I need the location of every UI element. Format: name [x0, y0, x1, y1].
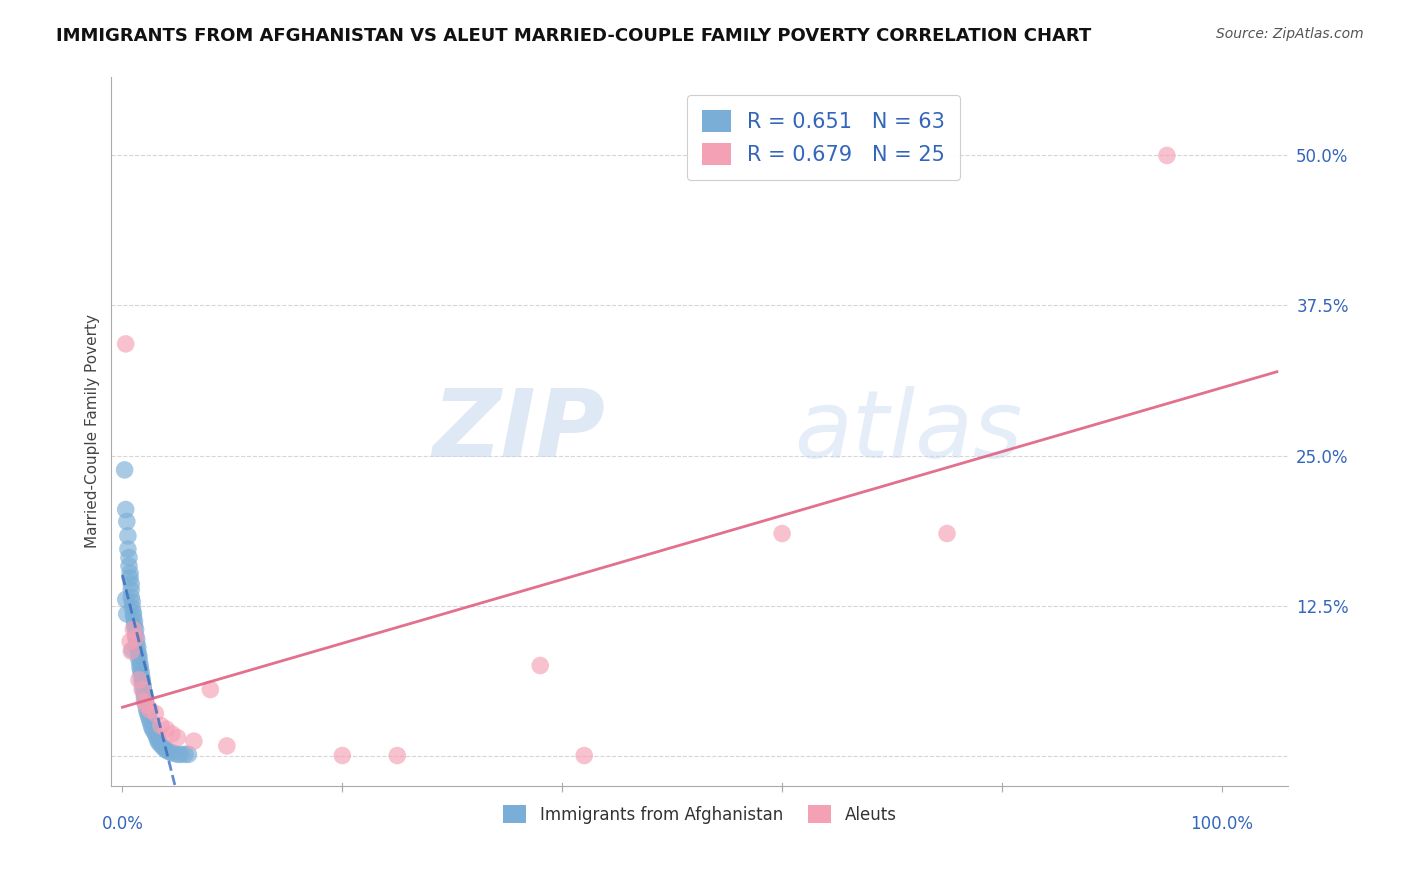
Point	[145, 729, 167, 743]
Point	[114, 463, 136, 477]
Point	[149, 718, 172, 732]
Point	[115, 515, 138, 529]
Point	[148, 735, 170, 749]
Point	[120, 571, 142, 585]
Point	[129, 665, 152, 679]
Point	[134, 694, 156, 708]
Point	[115, 607, 138, 621]
Point	[529, 658, 551, 673]
Point	[128, 652, 150, 666]
Point	[170, 747, 193, 762]
Point	[139, 714, 162, 728]
Point	[200, 682, 222, 697]
Point	[124, 619, 146, 633]
Point	[183, 734, 205, 748]
Point	[135, 698, 157, 713]
Point	[155, 722, 177, 736]
Legend: Immigrants from Afghanistan, Aleuts: Immigrants from Afghanistan, Aleuts	[496, 798, 903, 830]
Point	[215, 739, 238, 753]
Point	[114, 592, 136, 607]
Point	[177, 747, 200, 762]
Point	[572, 748, 595, 763]
Point	[139, 703, 162, 717]
Point	[129, 668, 152, 682]
Text: 0.0%: 0.0%	[101, 815, 143, 833]
Point	[149, 738, 172, 752]
Point	[135, 703, 157, 717]
Point	[122, 606, 145, 620]
Point	[124, 614, 146, 628]
Point	[120, 634, 142, 648]
Point	[936, 526, 959, 541]
Point	[117, 529, 139, 543]
Point	[145, 727, 167, 741]
Point	[129, 661, 152, 675]
Point	[135, 699, 157, 714]
Point	[131, 682, 153, 697]
Point	[120, 577, 142, 591]
Point	[330, 748, 353, 763]
Text: ZIP: ZIP	[433, 385, 606, 477]
Point	[128, 673, 150, 687]
Point	[132, 679, 155, 693]
Point	[387, 748, 409, 763]
Point	[156, 744, 179, 758]
Point	[114, 502, 136, 516]
Point	[118, 558, 141, 573]
Point	[139, 717, 162, 731]
Point	[146, 733, 169, 747]
Point	[121, 643, 143, 657]
Point	[120, 582, 142, 597]
Text: Source: ZipAtlas.com: Source: ZipAtlas.com	[1216, 27, 1364, 41]
Point	[134, 686, 156, 700]
Point	[120, 566, 142, 581]
Point	[127, 640, 149, 655]
Point	[162, 746, 184, 760]
Point	[155, 742, 177, 756]
Y-axis label: Married-Couple Family Poverty: Married-Couple Family Poverty	[86, 315, 100, 549]
Point	[166, 731, 188, 745]
Point	[132, 682, 155, 697]
Point	[124, 631, 146, 645]
Point	[124, 628, 146, 642]
Point	[142, 723, 165, 738]
Point	[125, 632, 148, 647]
Point	[114, 337, 136, 351]
Point	[125, 637, 148, 651]
Point	[128, 648, 150, 663]
Point	[159, 745, 181, 759]
Point	[166, 747, 188, 762]
Point	[134, 693, 156, 707]
Point	[174, 747, 197, 762]
Point	[770, 526, 793, 541]
Point	[129, 657, 152, 672]
Point	[120, 644, 142, 658]
Point	[160, 727, 183, 741]
Point	[131, 675, 153, 690]
Text: 100.0%: 100.0%	[1191, 815, 1253, 833]
Point	[131, 672, 153, 686]
Text: IMMIGRANTS FROM AFGHANISTAN VS ALEUT MARRIED-COUPLE FAMILY POVERTY CORRELATION C: IMMIGRANTS FROM AFGHANISTAN VS ALEUT MAR…	[56, 27, 1091, 45]
Point	[122, 609, 145, 624]
Text: atlas: atlas	[794, 386, 1022, 477]
Point	[136, 706, 159, 721]
Point	[124, 623, 146, 637]
Point	[121, 601, 143, 615]
Point	[152, 740, 174, 755]
Point	[141, 721, 163, 735]
Point	[134, 690, 156, 704]
Point	[117, 542, 139, 557]
Point	[138, 710, 160, 724]
Point	[127, 645, 149, 659]
Point	[118, 550, 141, 565]
Point	[120, 590, 142, 604]
Point	[1156, 148, 1178, 162]
Point	[134, 697, 156, 711]
Point	[122, 623, 145, 637]
Point	[145, 706, 167, 721]
Point	[121, 595, 143, 609]
